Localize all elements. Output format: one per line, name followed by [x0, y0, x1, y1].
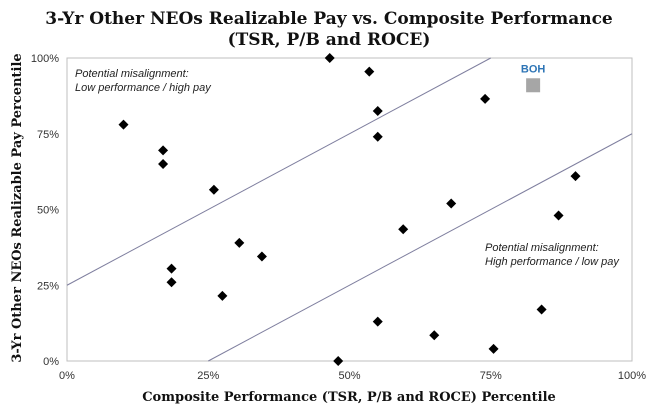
annotation-lower-line2: High performance / low pay	[485, 256, 620, 268]
annotation-upper-line1: Potential misalignment:	[75, 68, 189, 80]
annotation-lower-line1: Potential misalignment:	[485, 242, 599, 254]
data-point	[429, 330, 440, 341]
highlight-point: BOH	[521, 63, 546, 93]
data-point	[324, 53, 335, 63]
data-point	[234, 237, 245, 248]
data-point	[158, 145, 169, 156]
data-point	[217, 290, 228, 301]
data-point	[364, 66, 375, 77]
y-axis-title: 3-Yr Other NEOs Realizable Pay Percentil…	[10, 53, 25, 362]
y-tick-label: 50%	[37, 205, 59, 217]
data-point	[446, 198, 457, 209]
x-tick-label: 50%	[338, 370, 360, 382]
data-point	[118, 119, 129, 130]
data-point	[536, 304, 547, 315]
x-axis-title: Composite Performance (TSR, P/B and ROCE…	[142, 390, 556, 405]
y-tick-label: 0%	[43, 356, 59, 368]
x-tick-label: 25%	[197, 370, 219, 382]
data-point	[256, 251, 267, 262]
data-points	[118, 53, 581, 366]
boh-marker	[526, 78, 541, 93]
data-point	[208, 184, 219, 195]
band-line-upper	[66, 57, 491, 286]
data-point	[372, 131, 383, 142]
plot-area-border	[66, 57, 633, 362]
chart-subtitle: (TSR, P/B and ROCE)	[227, 30, 431, 50]
data-point	[158, 159, 169, 170]
x-tick-label: 0%	[59, 370, 75, 382]
band-line-lower	[208, 133, 633, 362]
data-point	[553, 210, 564, 221]
y-axis-ticks: 0% 25% 50% 75% 100%	[31, 53, 59, 368]
data-point	[166, 263, 177, 274]
annotation-upper-line2: Low performance / high pay	[75, 82, 212, 94]
data-point	[488, 343, 499, 354]
data-point	[333, 356, 344, 366]
data-point	[398, 224, 409, 235]
x-tick-label: 100%	[618, 370, 646, 382]
data-point	[372, 316, 383, 327]
y-tick-label: 100%	[31, 53, 59, 65]
data-point	[166, 277, 177, 288]
x-tick-label: 75%	[480, 370, 502, 382]
y-tick-label: 75%	[37, 129, 59, 141]
x-axis-ticks: 0% 25% 50% 75% 100%	[59, 370, 646, 382]
chart-title: 3-Yr Other NEOs Realizable Pay vs. Compo…	[45, 9, 613, 29]
alignment-bands	[66, 57, 633, 362]
data-point	[480, 93, 491, 104]
boh-label: BOH	[521, 63, 546, 75]
y-tick-label: 25%	[37, 280, 59, 292]
data-point	[372, 106, 383, 117]
data-point	[570, 171, 581, 182]
